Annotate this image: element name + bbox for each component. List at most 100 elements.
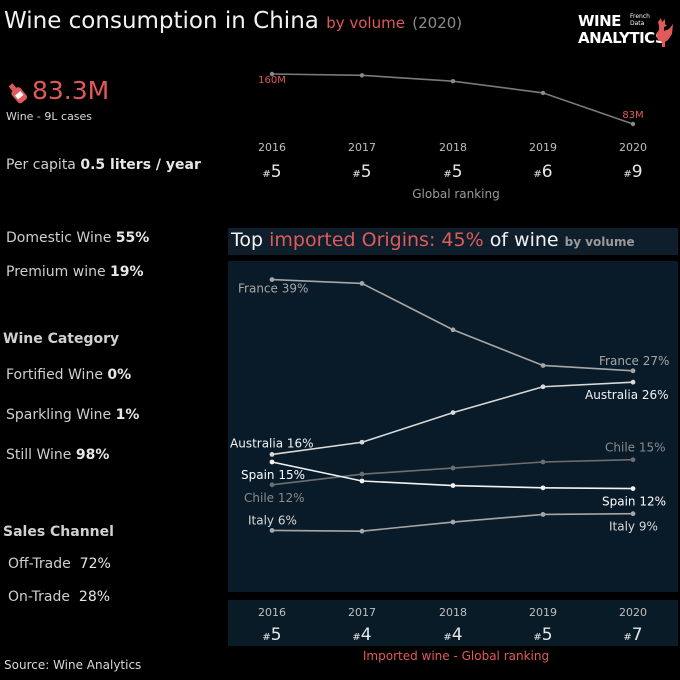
series-end-label: Australia 26% [585, 388, 669, 402]
series-start-label: France 39% [238, 282, 308, 296]
series-point-chile [269, 482, 275, 488]
per-capita-stat: Per capita 0.5 liters / year [6, 157, 201, 173]
volume-point [359, 73, 365, 78]
domestic-label: Domestic Wine [6, 230, 112, 246]
channel-item-on-trade: On-Trade 28% [8, 589, 110, 605]
wine-analytics-logo: WINE French Data ANALYTICS [578, 12, 674, 48]
series-point-italy [630, 511, 636, 517]
series-end-label: Italy 9% [609, 520, 658, 534]
per-capita-label: Per capita [6, 157, 76, 173]
premium-wine-stat: Premium wine 19% [6, 264, 144, 280]
global-rank-value: #5 [262, 162, 281, 182]
series-point-chile [450, 465, 456, 471]
wine-bottle-icon [8, 83, 28, 104]
series-start-label: Spain 15% [241, 468, 305, 482]
domestic-value: 55% [115, 230, 150, 246]
series-point-italy [540, 512, 546, 517]
series-point-france [540, 363, 546, 368]
series-end-label: Spain 12% [602, 495, 666, 509]
logo-tag1: French [630, 13, 650, 20]
channel-item-off-trade: Off-Trade 72% [8, 556, 111, 572]
volume-point [269, 71, 275, 77]
category-item-sparkling: Sparkling Wine 1% [6, 407, 139, 423]
category-label: Still Wine [6, 447, 72, 463]
wine-category-heading: Wine Category [3, 331, 120, 347]
logo-tag: French Data [630, 13, 650, 27]
imports-ranking-band [228, 600, 678, 646]
channel-value: 28% [78, 589, 111, 605]
category-value: 98% [75, 447, 110, 463]
category-label: Sparkling Wine [6, 407, 112, 423]
import-year-label: 2016 [258, 606, 286, 619]
category-item-still: Still Wine 98% [6, 447, 109, 463]
domestic-wine-stat: Domestic Wine 55% [6, 230, 149, 246]
logo-line1: WINE [578, 12, 621, 30]
series-start-label: Chile 12% [244, 491, 305, 505]
imports-ranking-row: 2016 #5 2017 #4 2018 #4 2019 #5 2020 #7 Imported w… [258, 606, 647, 663]
total-volume-value: 83.3M [32, 76, 110, 105]
import-year-label: 2019 [529, 606, 557, 619]
logo-line2: ANALYTICS [578, 29, 666, 47]
series-point-france [359, 281, 365, 286]
volume-point [630, 121, 636, 127]
import-ranking-caption: Imported wine - Global ranking [363, 649, 549, 663]
per-capita-value: 0.5 liters / year [80, 157, 201, 173]
title-text: Wine consumption in China [4, 8, 319, 34]
imports-title-post: of wine [489, 229, 559, 251]
series-point-australia [269, 452, 275, 457]
page-title: Wine consumption in China by volume (202… [4, 8, 462, 34]
series-point-spain [540, 485, 546, 491]
imports-chart-panel [228, 261, 678, 592]
source-note: Source: Wine Analytics [4, 658, 142, 672]
volume-label-first: 160M [258, 75, 286, 86]
category-value: 1% [115, 407, 140, 423]
series-point-spain [630, 486, 636, 491]
series-point-france [630, 368, 636, 374]
imports-title-pre: Top [231, 229, 264, 251]
imports-title-red: imported Origins: 45% [269, 229, 484, 251]
series-line-chile [271, 458, 634, 486]
volume-label-last: 83M [622, 110, 643, 121]
import-rank-value: #7 [623, 625, 642, 645]
import-rank-value: #5 [533, 625, 552, 645]
year-label: 2016 [258, 141, 286, 154]
series-line-australia [271, 381, 634, 456]
premium-value: 19% [110, 264, 144, 280]
channel-label: On-Trade [8, 589, 70, 605]
import-rank-value: #4 [352, 625, 371, 645]
title-year: (2020) [412, 14, 463, 32]
category-label: Fortified Wine [6, 367, 103, 383]
series-point-france [269, 277, 275, 282]
series-point-australia [359, 439, 365, 445]
sales-channel-heading: Sales Channel [3, 524, 114, 540]
series-point-australia [630, 379, 636, 385]
series-point-italy [359, 528, 365, 534]
channel-label: Off-Trade [8, 556, 71, 572]
title-metric: by volume [326, 14, 405, 32]
rooster-icon [656, 18, 673, 47]
series-point-australia [540, 384, 546, 390]
logo-tag2: Data [630, 20, 645, 27]
imports-chart-title: Top imported Origins: 45% of wine by vol… [231, 229, 635, 251]
series-start-label: Australia 16% [230, 436, 314, 450]
import-year-label: 2020 [619, 606, 647, 619]
import-year-label: 2018 [439, 606, 467, 619]
year-label: 2020 [619, 141, 647, 154]
series-point-australia [450, 410, 456, 415]
import-year-label: 2017 [348, 606, 376, 619]
import-rank-value: #5 [262, 625, 281, 645]
series-end-label: Chile 15% [605, 441, 666, 455]
channel-value: 72% [79, 556, 111, 572]
series-point-france [450, 327, 456, 333]
total-volume-label: Wine - 9L cases [6, 110, 93, 123]
imported-origins-chart: France 39% France 27% Australia 16% Austral… [230, 277, 669, 534]
volume-trend-chart: 160M 83M 2016 #5 2017 #5 2018 #5 2019 #6 2020 #9 Glo… [258, 71, 647, 201]
series-start-label: Italy 6% [248, 513, 297, 527]
series-point-spain [359, 478, 365, 484]
year-label: 2018 [439, 141, 467, 154]
global-rank-value: #6 [533, 162, 552, 182]
series-point-chile [630, 457, 636, 463]
series-end-label: France 27% [599, 354, 669, 368]
year-label: 2017 [348, 141, 376, 154]
global-ranking-caption: Global ranking [412, 187, 500, 201]
